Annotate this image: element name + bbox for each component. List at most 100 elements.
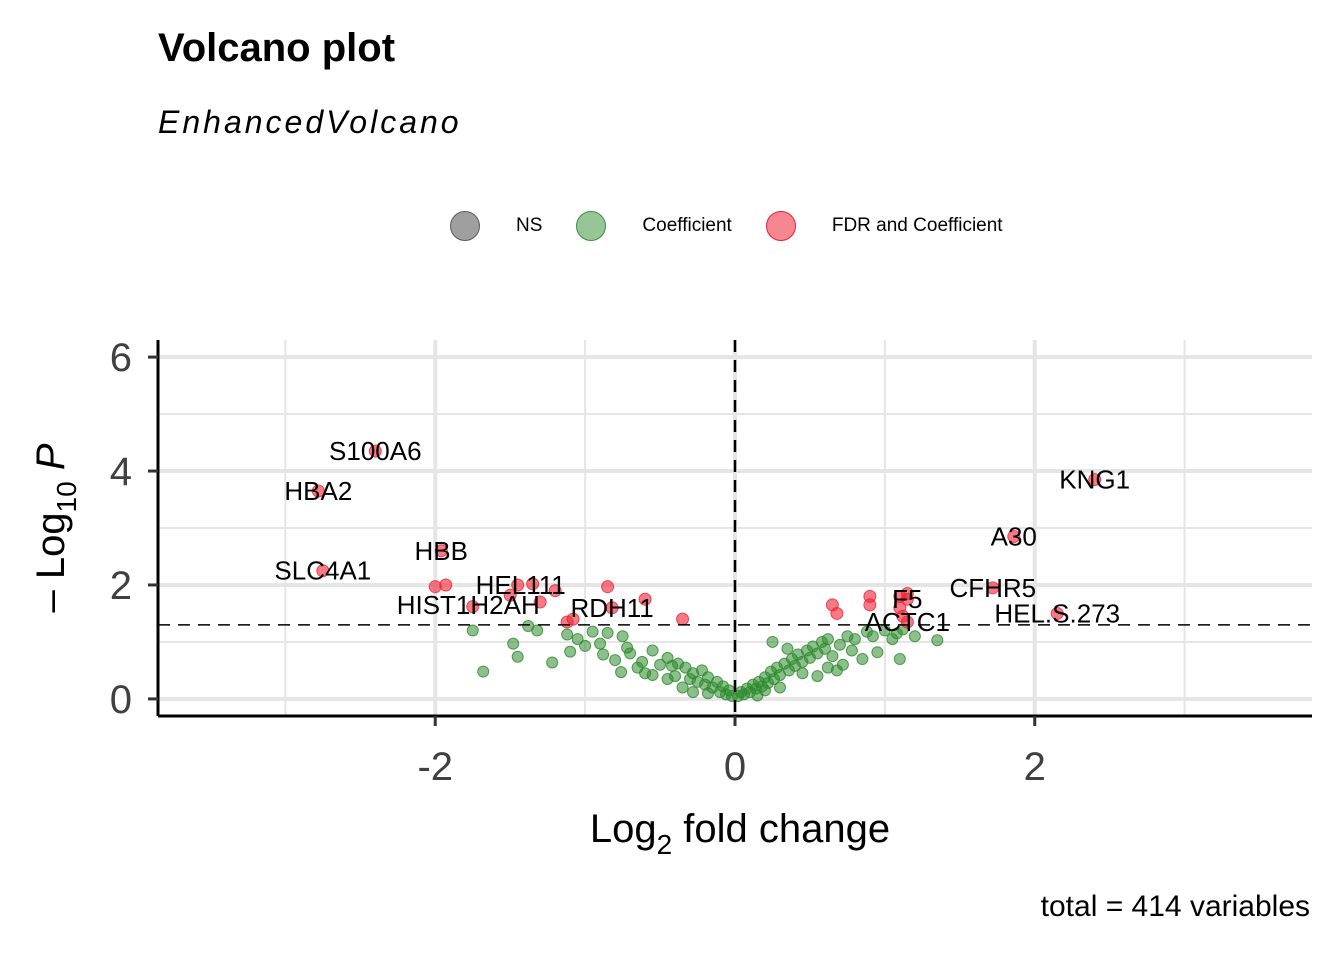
fdr-point: [439, 578, 453, 592]
chart-subtitle: EnhancedVolcano: [158, 104, 462, 140]
gene-label: CFHR5: [949, 573, 1036, 603]
coefficient-point: [845, 644, 858, 657]
fdr-point: [1088, 473, 1102, 487]
gene-label: RDH11: [570, 593, 653, 623]
fdr-point: [434, 544, 448, 558]
coefficient-point: [866, 630, 879, 643]
coefficient-point: [773, 681, 786, 694]
fdr-point: [548, 584, 562, 598]
fdr-point: [863, 598, 877, 612]
legend-item-fdr: FDR and Coefficient: [765, 211, 1003, 241]
fdr-point: [1007, 530, 1021, 544]
fdr-point: [986, 581, 1000, 595]
gene-labels: S100A6 HBA2 KNG1 HBB A30 SLC4A1 HEL111 CFHR5 HIS…: [274, 436, 1130, 637]
coefficient-point: [477, 665, 490, 678]
coefficient-point: [848, 633, 861, 646]
coefficient-point: [871, 646, 884, 659]
x-axis-title-base: Log: [590, 807, 657, 851]
coefficient-point: [531, 624, 544, 637]
coefficient-point: [833, 638, 846, 651]
fdr-point: [676, 612, 690, 626]
fdr-point: [316, 564, 330, 578]
coefficient-point: [830, 664, 843, 677]
x-tick-label: 0: [724, 745, 746, 789]
y-axis-title-p: P: [29, 443, 73, 470]
coefficient-point: [564, 645, 577, 658]
x-tick-label: 2: [1024, 745, 1046, 789]
y-tick-label: 2: [110, 564, 132, 608]
y-axis-title-space: [29, 470, 73, 481]
fdr-point: [638, 592, 652, 606]
coefficient-point: [931, 634, 944, 647]
coefficient-point: [661, 672, 674, 685]
y-tick-label: 0: [110, 678, 132, 722]
fdr-point: [503, 588, 517, 602]
chart-title: Volcano plot: [158, 26, 396, 70]
axes: -2 0 2 0 2 4 6: [110, 336, 1312, 789]
legend: NS Coefficient FDR and Coefficient: [450, 206, 1037, 246]
coefficient-point: [796, 667, 809, 680]
gene-label: HBA2: [284, 476, 352, 506]
fdr-point: [896, 609, 910, 623]
coefficient-point: [856, 653, 869, 666]
coefficient-point: [579, 639, 592, 652]
legend-dot-fdr: [765, 211, 796, 241]
coefficient-point: [826, 650, 839, 663]
gene-label: A30: [991, 522, 1037, 552]
x-axis-title-sub: 2: [657, 829, 673, 860]
gene-label: HEL111: [476, 570, 566, 600]
coefficient-point: [766, 635, 779, 648]
gene-label: HBB: [415, 536, 468, 566]
coefficient-point: [646, 668, 659, 681]
fdr-point: [566, 612, 580, 626]
coefficient-point: [821, 633, 834, 646]
y-axis-title: – Log10 P: [29, 443, 82, 612]
legend-dot-ns: [450, 211, 480, 241]
legend-item-coefficient: Coefficient: [576, 211, 732, 241]
fdr-point: [605, 601, 619, 615]
coefficient-point: [811, 670, 824, 683]
y-axis-title-sub: 10: [51, 481, 82, 512]
coefficient-point: [586, 625, 599, 638]
coefficient-point: [631, 661, 644, 674]
x-axis-title-rest: fold change: [672, 807, 890, 851]
coefficient-point: [546, 656, 559, 669]
coefficient-point: [616, 630, 629, 643]
coefficient-point: [561, 628, 574, 641]
coefficient-point: [702, 687, 715, 700]
coefficient-point: [609, 654, 622, 667]
coefficient-point: [676, 681, 689, 694]
y-tick-label: 6: [110, 336, 132, 380]
x-axis-title: Log2 fold change: [590, 807, 890, 860]
gene-label: F5: [892, 584, 922, 614]
gene-label: HIST1H2AH: [397, 590, 540, 620]
gene-label: KNG1: [1059, 465, 1130, 495]
legend-label-ns: NS: [516, 215, 543, 236]
coefficient-point: [615, 666, 628, 679]
coefficient-point: [751, 689, 764, 702]
coefficient-point: [594, 637, 607, 650]
coefficient-point: [466, 624, 479, 637]
coefficient-point: [687, 686, 700, 699]
fdr-point: [526, 577, 540, 591]
fdr-point: [830, 606, 844, 620]
coefficient-point: [893, 653, 906, 666]
fdr-point: [466, 600, 480, 614]
coefficient-point: [908, 630, 921, 643]
fdr-point: [1050, 606, 1064, 620]
cutoff-lines: [158, 340, 1312, 716]
fdr-point: [900, 592, 914, 606]
coefficient-point: [624, 647, 637, 660]
fdr-point: [601, 580, 615, 594]
gene-label: HEL.S.273: [994, 598, 1120, 628]
gene-label: S100A6: [329, 436, 422, 466]
caption: total = 414 variables: [1040, 890, 1310, 923]
data-points: [311, 444, 1102, 703]
y-axis-title-prefix: – Log: [29, 512, 73, 612]
legend-dot-coefficient: [576, 211, 607, 241]
gene-label: SLC4A1: [274, 556, 371, 586]
fdr-point: [533, 595, 547, 609]
coefficient-point: [511, 650, 524, 663]
coefficient-point: [571, 633, 584, 646]
